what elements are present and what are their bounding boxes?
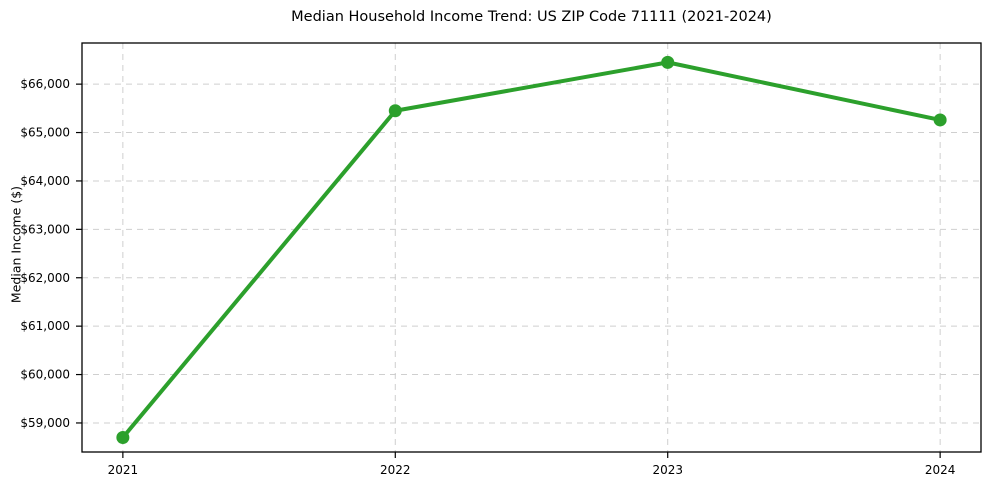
x-tick-label: 2021 [108, 463, 139, 477]
x-tick-label: 2023 [652, 463, 683, 477]
y-tick-label: $61,000 [20, 319, 70, 333]
y-tick-label: $64,000 [20, 174, 70, 188]
y-tick-label: $60,000 [20, 368, 70, 382]
data-point-2023 [661, 55, 675, 69]
y-tick-label: $66,000 [20, 77, 70, 91]
plot-border [81, 42, 982, 453]
y-tick-label: $63,000 [20, 222, 70, 236]
y-tick-label: $59,000 [20, 416, 70, 430]
data-point-2024 [933, 113, 947, 127]
x-tick-label: 2022 [380, 463, 411, 477]
data-point-2022 [388, 104, 402, 118]
trend-line [120, 60, 943, 440]
x-tick-label: 2024 [925, 463, 956, 477]
data-point-2021 [116, 430, 130, 444]
y-tick-label: $62,000 [20, 271, 70, 285]
y-tick-label: $65,000 [20, 126, 70, 140]
chart-title: Median Household Income Trend: US ZIP Co… [291, 9, 772, 25]
